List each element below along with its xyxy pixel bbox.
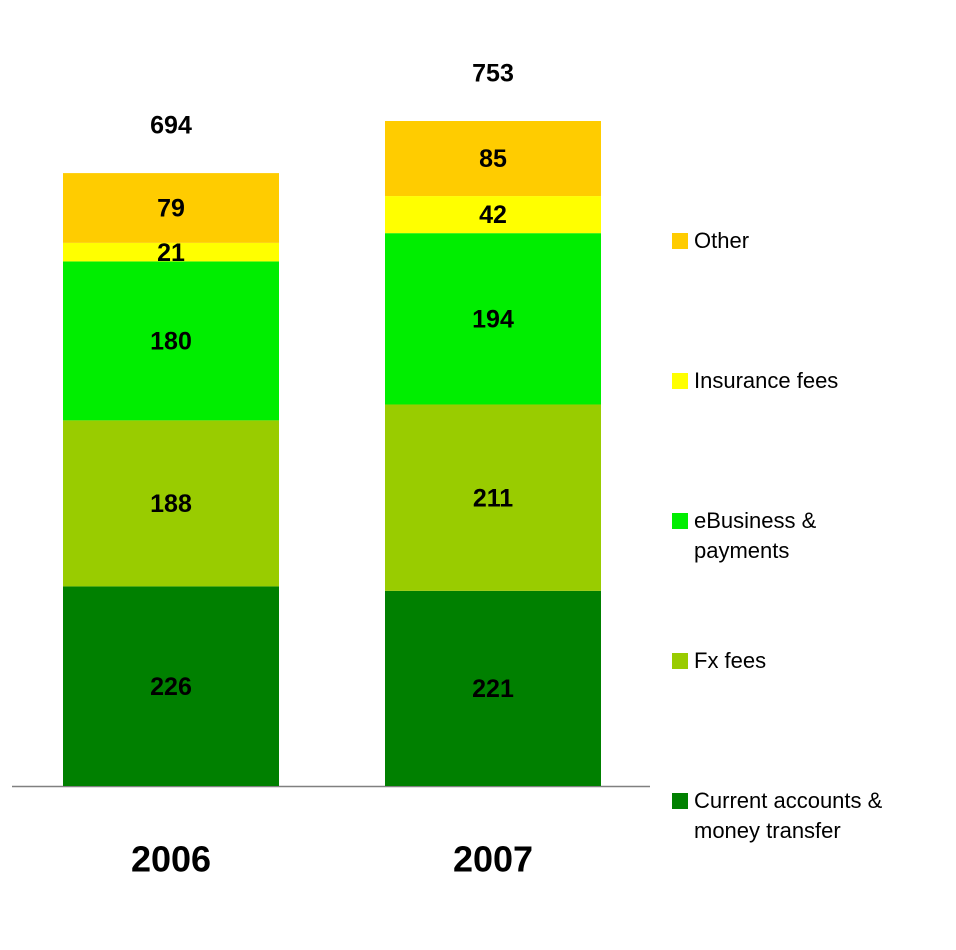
legend-label: Fx fees: [694, 648, 767, 673]
x-tick-label: 2007: [453, 839, 533, 880]
value-label: 211: [473, 484, 513, 512]
value-label: 221: [472, 675, 514, 703]
legend-swatch: [672, 513, 688, 529]
bar-segment: [63, 420, 279, 587]
bar-segment: [385, 404, 601, 591]
legend-label: eBusiness & payments: [694, 508, 817, 563]
legend-swatch: [672, 653, 688, 669]
legend-item: Current accounts & money transfer: [672, 786, 952, 846]
value-label: 42: [479, 201, 507, 229]
bar-segment: [385, 196, 601, 234]
legend-swatch: [672, 793, 688, 809]
value-label: 21: [157, 239, 185, 267]
legend-item: eBusiness & payments: [672, 506, 952, 566]
legend-swatch: [672, 373, 688, 389]
legend-item: Fx fees: [672, 646, 952, 676]
bar-segment: [385, 121, 601, 197]
x-tick-label: 2006: [131, 839, 211, 880]
legend-label: Insurance fees: [694, 368, 839, 393]
legend-item: Insurance fees: [672, 366, 952, 396]
value-label: 226: [150, 673, 192, 701]
legend-label: Current accounts & money transfer: [694, 788, 883, 843]
value-label: 194: [472, 305, 514, 333]
bar-segment: [63, 586, 279, 786]
value-label: 79: [157, 195, 185, 223]
value-label: 180: [150, 328, 192, 356]
total-label: 694: [150, 112, 192, 140]
bar-segment: [63, 242, 279, 262]
bar-segment: [385, 590, 601, 786]
value-label: 188: [150, 490, 192, 518]
bar-segment: [63, 173, 279, 243]
legend-swatch: [672, 233, 688, 249]
bar-segment: [385, 233, 601, 405]
legend-label: Other: [694, 228, 750, 253]
legend-item: Other: [672, 226, 952, 256]
value-label: 85: [479, 145, 507, 173]
total-label: 753: [472, 60, 514, 88]
bar-segment: [63, 261, 279, 421]
